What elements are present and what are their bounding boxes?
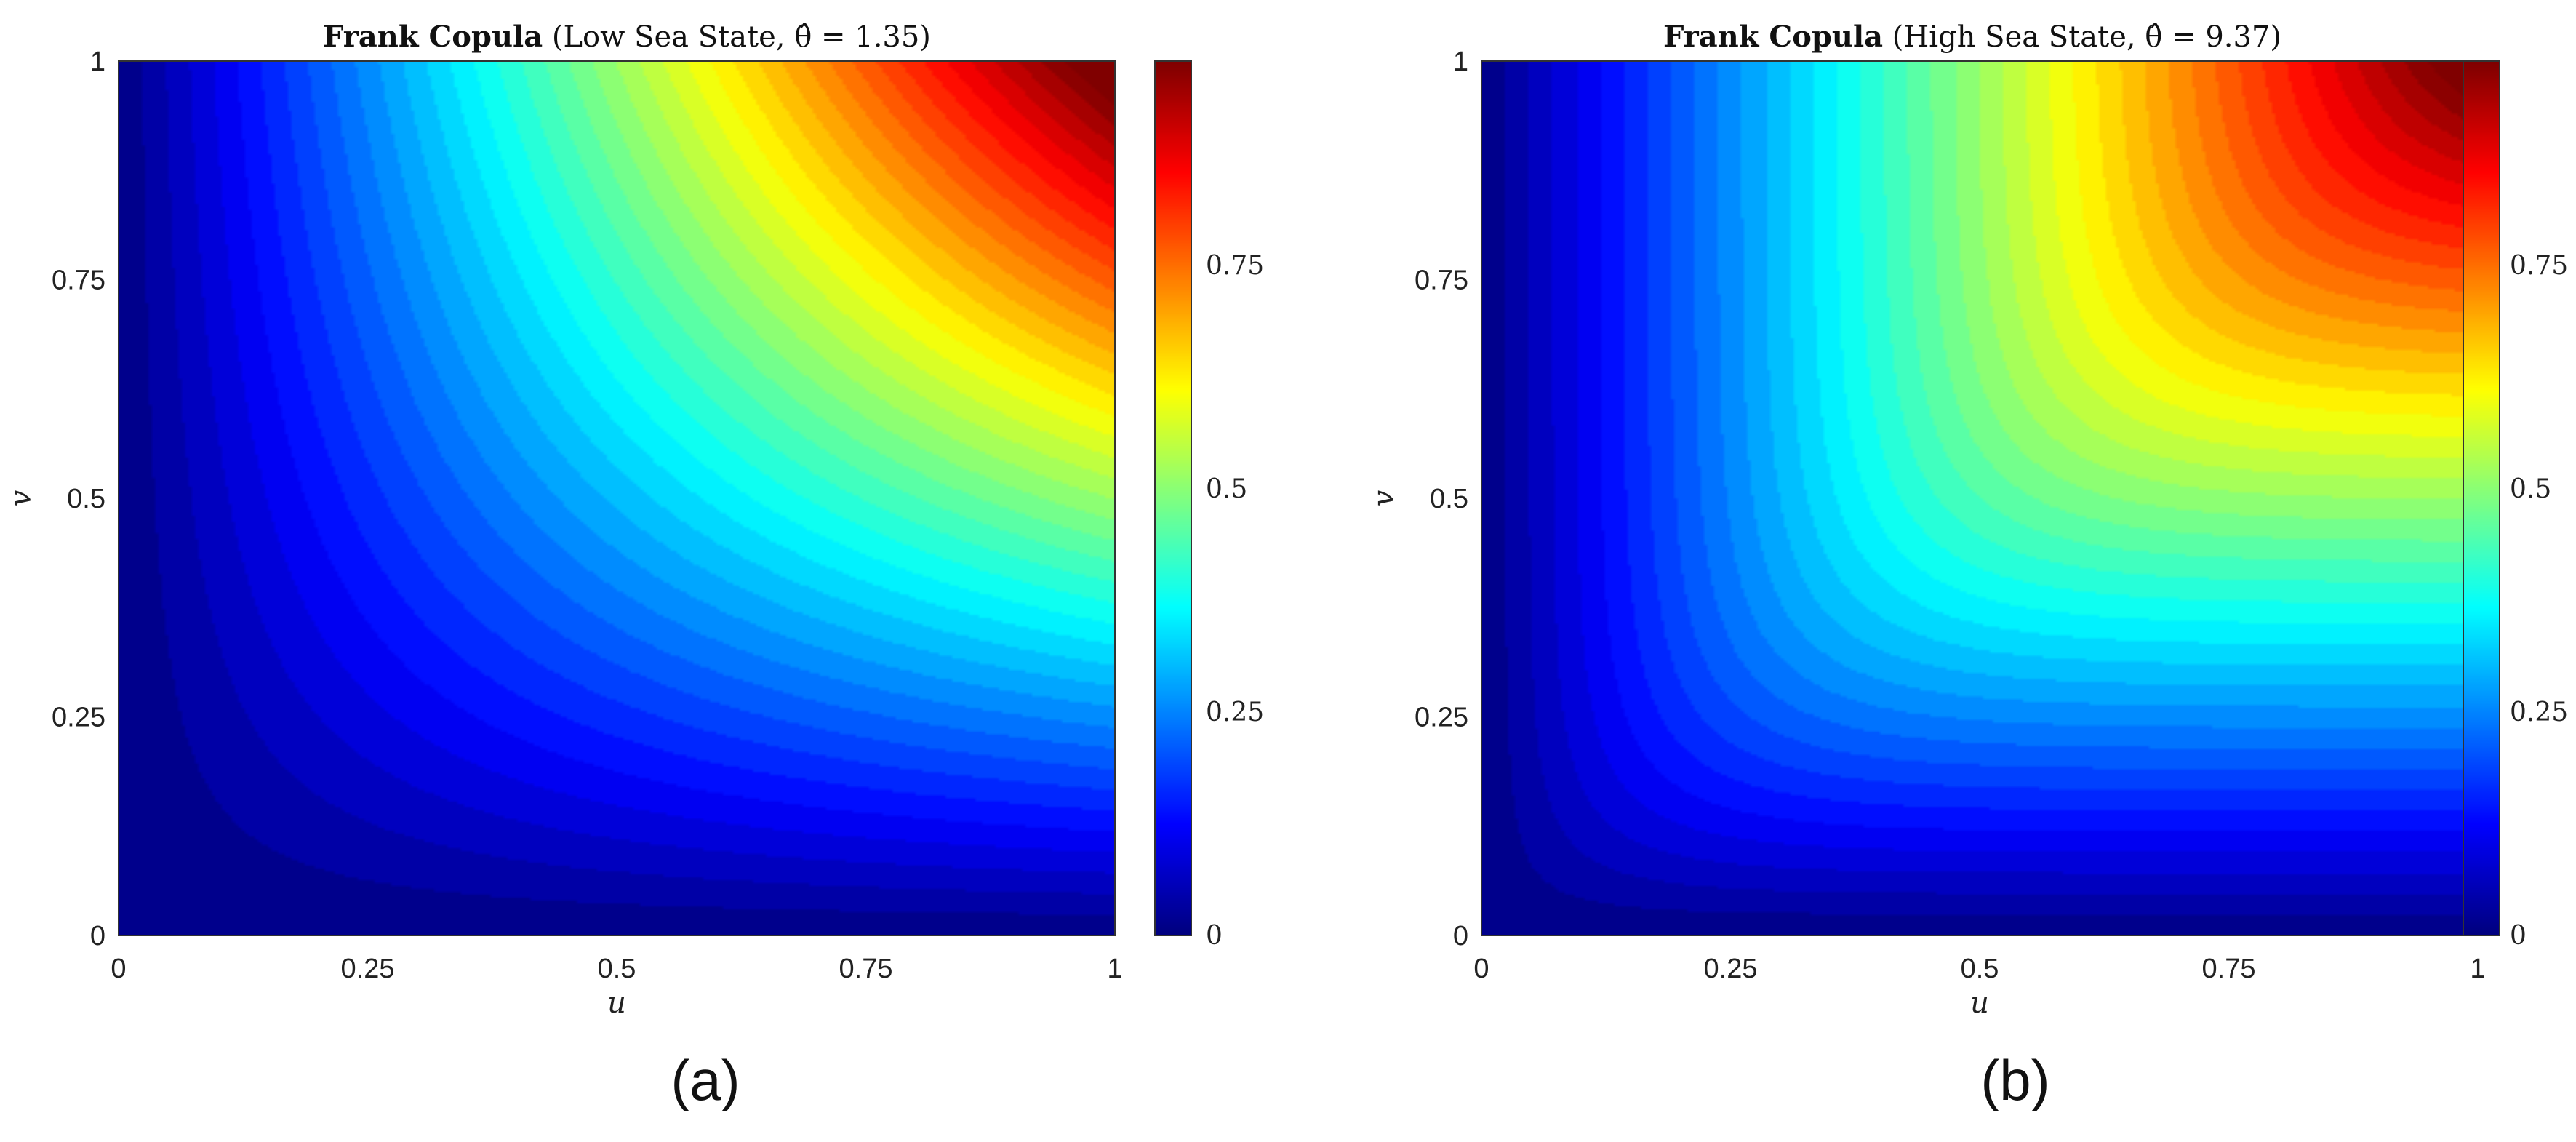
chart-b-xtick: 0.5 bbox=[1961, 954, 1999, 984]
chart-b-colorbar-tick: 0.75 bbox=[2510, 251, 2568, 281]
chart-b-colorbar-tick: 0.5 bbox=[2510, 474, 2551, 504]
panel-a-label: (a) bbox=[671, 1048, 740, 1112]
chart-b-xtick: 0 bbox=[1473, 954, 1489, 984]
chart-b-xtick: 0.75 bbox=[2202, 954, 2256, 984]
chart-a-xtick: 0.75 bbox=[839, 954, 893, 984]
chart-a-colorbar: 0 0.25 0.5 0.75 bbox=[1154, 60, 1264, 951]
chart-a-heatmap bbox=[119, 61, 1115, 935]
chart-b-colorbar-frame bbox=[2463, 60, 2500, 936]
chart-panel-b: Frank Copula (High Sea State, θ̂ = 9.37)… bbox=[1288, 0, 2576, 1142]
chart-b-colorbar: 0 0.25 0.5 0.75 bbox=[2463, 60, 2568, 951]
chart-a-ytick: 0 bbox=[90, 921, 105, 951]
chart-a-ytick: 1 bbox=[90, 47, 105, 77]
chart-b-y-ticks: 0 0.25 0.5 0.75 1 bbox=[1415, 47, 1468, 951]
chart-b-ytick: 0.75 bbox=[1415, 265, 1468, 296]
chart-b-xlabel: u bbox=[1970, 986, 1989, 1020]
chart-b-colorbar-tick: 0.25 bbox=[2510, 698, 2568, 727]
chart-b-ytick: 1 bbox=[1453, 47, 1468, 77]
panel-b-label: (b) bbox=[1980, 1048, 2050, 1112]
chart-b-colorbar-tick: 0 bbox=[2510, 921, 2527, 951]
chart-b-ytick: 0 bbox=[1453, 921, 1468, 951]
chart-a-colorbar-frame bbox=[1154, 60, 1192, 936]
chart-a-ytick: 0.5 bbox=[67, 484, 105, 514]
chart-a-colorbar-gradient bbox=[1155, 61, 1191, 935]
chart-a-colorbar-tick: 0.75 bbox=[1206, 251, 1264, 281]
chart-a-x-ticks: 0 0.25 0.5 0.75 1 bbox=[111, 954, 1122, 984]
chart-a-y-ticks: 0 0.25 0.5 0.75 1 bbox=[52, 47, 105, 951]
chart-a-svg: Frank Copula (Low Sea State, θ̂ = 1.35) … bbox=[4, 20, 1264, 1020]
chart-b-heatmap bbox=[1481, 61, 2478, 935]
chart-a-title: Frank Copula (Low Sea State, θ̂ = 1.35) bbox=[323, 20, 931, 54]
chart-a-xtick: 0.25 bbox=[341, 954, 395, 984]
chart-a-xlabel: u bbox=[607, 986, 626, 1020]
chart-a-ytick: 0.75 bbox=[52, 265, 105, 296]
chart-b-title: Frank Copula (High Sea State, θ̂ = 9.37) bbox=[1663, 20, 2281, 54]
chart-panel-a: Frank Copula (Low Sea State, θ̂ = 1.35) … bbox=[4, 20, 1264, 1112]
chart-a-plot-area bbox=[118, 60, 1116, 936]
chart-a-frame bbox=[118, 60, 1116, 936]
chart-a-ytick: 0.25 bbox=[52, 703, 105, 733]
chart-a-xtick: 0.5 bbox=[598, 954, 636, 984]
chart-a-ylabel: v bbox=[4, 490, 38, 506]
chart-b-ytick: 0.25 bbox=[1415, 703, 1468, 733]
chart-a-colorbar-tick: 0.5 bbox=[1206, 474, 1247, 504]
chart-b-plot-area bbox=[1481, 60, 2479, 936]
chart-a-colorbar-tick: 0 bbox=[1206, 921, 1223, 951]
chart-b-x-ticks: 0 0.25 0.5 0.75 1 bbox=[1473, 954, 2485, 984]
chart-a-colorbar-tick: 0.25 bbox=[1206, 698, 1264, 727]
chart-b-colorbar-gradient bbox=[2463, 61, 2500, 935]
chart-b-xtick: 0.25 bbox=[1704, 954, 1758, 984]
chart-a-xtick: 0 bbox=[111, 954, 126, 984]
chart-a-xtick: 1 bbox=[1107, 954, 1122, 984]
chart-b-svg: Frank Copula (High Sea State, θ̂ = 9.37)… bbox=[1367, 20, 2568, 1020]
chart-b-xtick: 1 bbox=[2470, 954, 2485, 984]
chart-b-ytick: 0.5 bbox=[1430, 484, 1468, 514]
chart-b-ylabel: v bbox=[1367, 490, 1401, 506]
